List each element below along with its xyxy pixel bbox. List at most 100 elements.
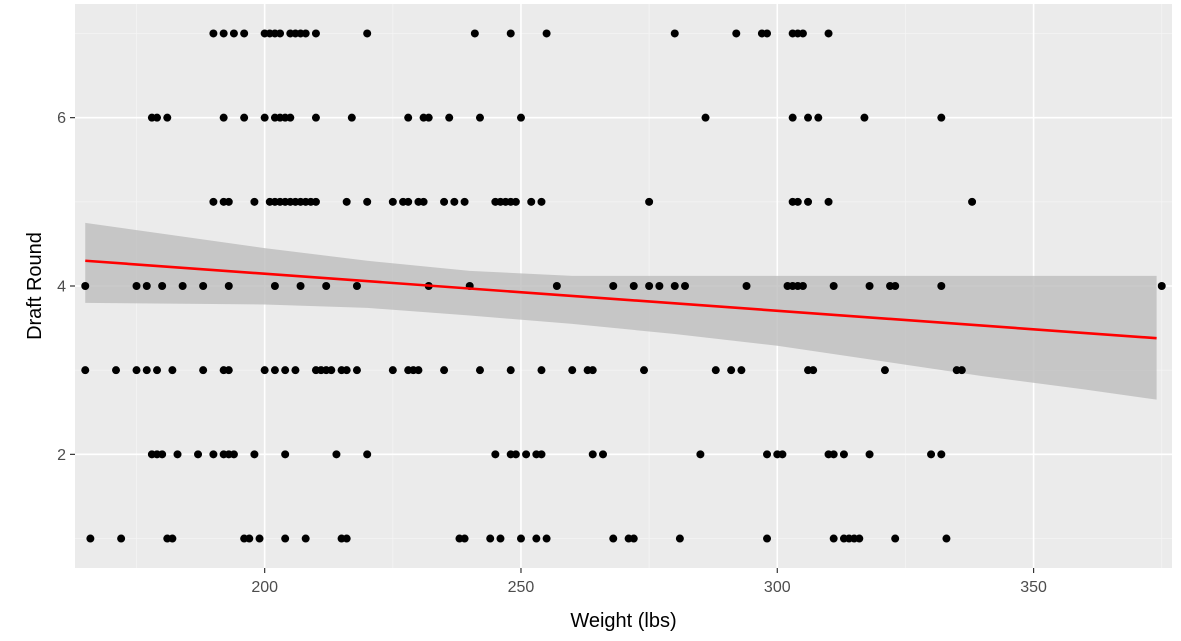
data-point [296,282,305,290]
trend-line-layer [85,259,1157,340]
data-point [804,197,813,206]
data-point [629,282,638,290]
data-point [793,197,802,206]
data-point [788,113,797,122]
data-point [281,450,290,459]
data-point [798,282,807,290]
data-point [829,450,838,459]
data-point [645,197,654,206]
data-point [763,534,772,543]
data-point [798,29,807,38]
data-point [168,534,177,543]
data-point [542,29,551,38]
confidence-band [85,222,1157,400]
data-point [860,113,869,122]
data-point [814,113,823,122]
data-point [291,366,300,375]
data-point [245,534,254,543]
data-point [250,197,259,206]
data-point [81,366,90,375]
data-point [552,282,561,290]
data-point [219,113,228,122]
trend-line [85,259,1157,340]
data-point [598,450,607,459]
data-point [491,450,500,459]
data-point [891,282,900,290]
data-point [352,366,361,375]
data-point [937,113,946,122]
data-point [199,366,208,375]
data-point [168,366,177,375]
data-point [681,282,690,290]
data-point [86,534,95,543]
data-point [778,450,787,459]
confidence-band-layer [85,222,1157,400]
data-point [532,534,541,543]
x-tick-label: 200 [251,579,278,596]
data-point [542,534,551,543]
data-point [880,366,889,375]
data-point [927,450,936,459]
data-point [470,29,479,38]
data-point [301,29,310,38]
data-point [829,282,838,290]
data-point [640,366,649,375]
data-point [404,197,413,206]
data-point [363,197,372,206]
data-point [763,29,772,38]
data-point [937,450,946,459]
data-point [209,450,218,459]
data-point [696,450,705,459]
data-point [522,450,531,459]
data-point [670,282,679,290]
data-point [281,534,290,543]
data-point [178,282,187,290]
data-point [414,366,423,375]
data-point [260,113,269,122]
data-point [209,29,218,38]
data-point [942,534,951,543]
data-point [440,197,449,206]
data-point [224,197,233,206]
data-point [224,366,233,375]
data-point [229,29,238,38]
data-point [937,282,946,290]
data-point [132,366,141,375]
data-point [255,534,264,543]
data-point [342,197,351,206]
data-point [311,197,320,206]
y-tick-label: 6 [57,110,66,127]
data-point [891,534,900,543]
data-point [701,113,710,122]
data-point [511,197,520,206]
data-point [537,450,546,459]
x-tick-label: 300 [764,579,791,596]
data-point [506,366,515,375]
data-point [804,113,813,122]
data-point [332,450,341,459]
data-point [158,450,167,459]
data-point [342,366,351,375]
data-point [711,366,720,375]
data-point [737,366,746,375]
data-point [270,282,279,290]
data-point [388,366,397,375]
data-point [363,450,372,459]
data-point [158,282,167,290]
data-point [537,197,546,206]
data-point [163,113,172,122]
data-point [645,282,654,290]
data-point [763,450,772,459]
data-point [460,197,469,206]
data-point [450,197,459,206]
data-point [250,450,259,459]
data-point [855,534,864,543]
data-point [727,366,736,375]
data-point [142,282,151,290]
data-point [440,366,449,375]
data-point [968,197,977,206]
data-point [173,450,182,459]
data-point [311,113,320,122]
data-point [352,282,361,290]
